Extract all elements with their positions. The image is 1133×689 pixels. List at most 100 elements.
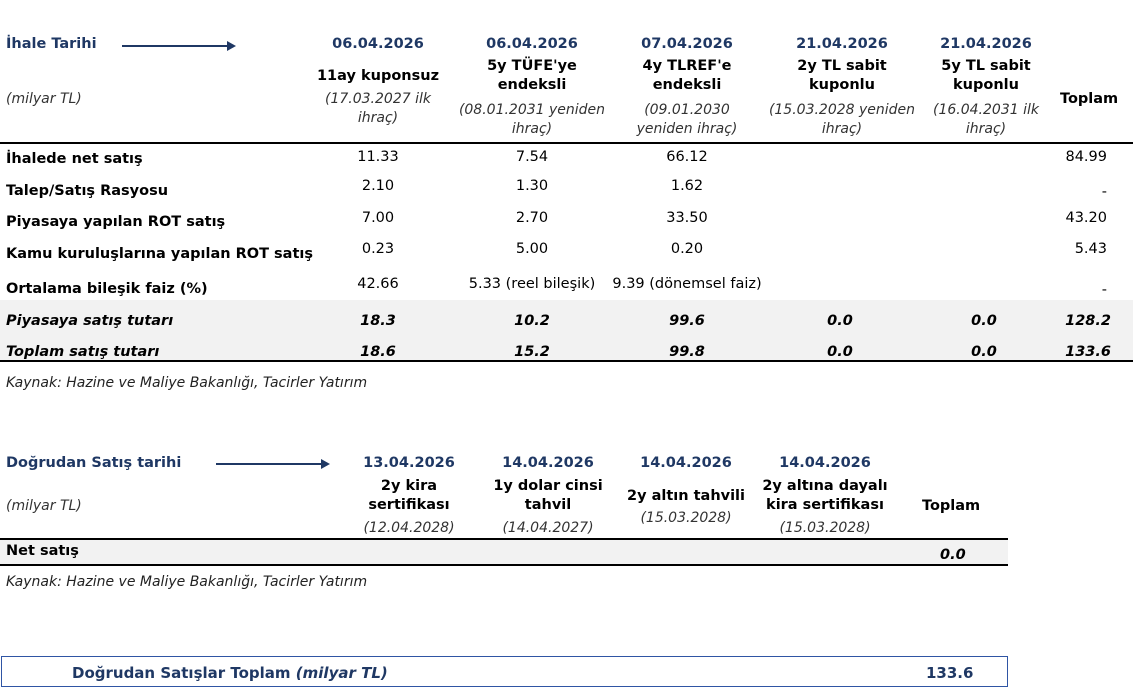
column-subtitle: (16.04.2031 ilk <box>933 102 1039 118</box>
row-label: İhalede net satış <box>6 151 143 167</box>
column-name: 11ay kuponsuz <box>316 68 440 84</box>
summary-cell: 18.3 <box>360 313 396 329</box>
direct-source: Kaynak: Hazine ve Maliye Bakanlığı, Taci… <box>6 574 368 590</box>
table-cell: 2.70 <box>515 210 549 226</box>
footer-unit: (milyar TL) <box>295 664 388 682</box>
column-subtitle: ihraç) <box>965 121 1007 137</box>
summary-cell: 0.0 <box>971 313 997 329</box>
row-total: 5.43 <box>1074 241 1107 257</box>
summary-label: Toplam satış tutarı <box>6 344 160 360</box>
auction-source: Kaynak: Hazine ve Maliye Bakanlığı, Taci… <box>6 375 368 391</box>
table-cell: 1.62 <box>670 178 704 194</box>
column-subtitle: (15.03.2028) <box>640 510 732 526</box>
direct-bottom-rule <box>0 564 1008 566</box>
column-name: kuponlu <box>809 77 875 93</box>
row-label: Ortalama bileşik faiz (%) <box>6 281 208 297</box>
summary-total: 128.2 <box>1065 313 1111 329</box>
column-subtitle: ihraç) <box>821 121 863 137</box>
table-cell: 7.54 <box>515 149 549 165</box>
table-cell: 66.12 <box>666 149 708 165</box>
footer-label: Doğrudan Satışlar Toplam <box>72 664 291 682</box>
column-name: 2y altın tahvili <box>626 488 746 504</box>
table-cell: 42.66 <box>357 276 399 292</box>
arrow-icon <box>122 45 228 47</box>
column-subtitle: ihraç) <box>357 110 399 126</box>
column-name: kuponlu <box>953 77 1019 93</box>
column-subtitle: (15.03.2028) <box>779 520 871 536</box>
table-cell: 0.23 <box>361 241 395 257</box>
summary-cell: 0.0 <box>827 344 853 360</box>
table-cell: 5.00 <box>515 241 549 257</box>
net-sales-total: 0.0 <box>940 547 966 563</box>
summary-total: 133.6 <box>1065 344 1111 360</box>
summary-cell: 99.6 <box>669 313 705 329</box>
column-subtitle: (15.03.2028 yeniden <box>768 102 916 118</box>
table-cell: 11.33 <box>357 149 399 165</box>
column-date: 06.04.2026 <box>332 36 424 52</box>
auction-bottom-rule <box>0 360 1133 362</box>
row-label: Piyasaya yapılan ROT satış <box>6 214 226 230</box>
column-date: 07.04.2026 <box>641 36 733 52</box>
arrow-head-icon <box>321 459 330 469</box>
column-name: sertifikası <box>368 497 450 513</box>
column-date: 06.04.2026 <box>486 36 578 52</box>
column-subtitle: yeniden ihraç) <box>636 121 738 137</box>
column-date: 13.04.2026 <box>363 455 455 471</box>
auction-header-rule <box>0 142 1133 144</box>
column-name: 1y dolar cinsi <box>493 478 603 494</box>
table-cell: 5.33 (reel bileşik) <box>468 276 596 292</box>
column-name: 2y TL sabit <box>797 58 887 74</box>
column-name: 2y kira <box>380 478 438 494</box>
footer-box <box>1 656 1008 687</box>
summary-cell: 10.2 <box>514 313 550 329</box>
column-date: 14.04.2026 <box>779 455 871 471</box>
column-subtitle: ihraç) <box>511 121 553 137</box>
footer-value: 133.6 <box>926 664 974 682</box>
row-total: - <box>1101 184 1107 200</box>
direct-title: Doğrudan Satış tarihi <box>6 455 182 471</box>
net-band <box>0 540 1008 564</box>
column-date: 21.04.2026 <box>940 36 1032 52</box>
direct-header-rule <box>0 538 1008 540</box>
table-cell: 9.39 (dönemsel faiz) <box>612 276 762 292</box>
column-name: 4y TLREF'e <box>642 58 732 74</box>
auction-title: İhale Tarihi <box>6 36 97 52</box>
column-subtitle: (09.01.2030 <box>644 102 730 118</box>
column-name: kira sertifikası <box>766 497 884 513</box>
column-date: 14.04.2026 <box>502 455 594 471</box>
table-cell: 2.10 <box>361 178 395 194</box>
arrow-icon <box>216 463 322 465</box>
net-sales-label: Net satış <box>6 543 79 559</box>
row-total: 84.99 <box>1065 149 1107 165</box>
auction-unit: (milyar TL) <box>6 91 82 107</box>
summary-cell: 99.8 <box>669 344 705 360</box>
row-label: Talep/Satış Rasyosu <box>6 183 169 199</box>
column-subtitle: (12.04.2028) <box>363 520 455 536</box>
summary-label: Piyasaya satış tutarı <box>6 313 174 329</box>
summary-cell: 15.2 <box>514 344 550 360</box>
row-total: - <box>1101 282 1107 298</box>
table-cell: 1.30 <box>515 178 549 194</box>
table-cell: 7.00 <box>361 210 395 226</box>
column-name: 5y TL sabit <box>941 58 1031 74</box>
table-cell: 0.20 <box>670 241 704 257</box>
summary-cell: 18.6 <box>360 344 396 360</box>
column-subtitle: (17.03.2027 ilk <box>325 91 431 107</box>
direct-total-header: Toplam <box>922 498 981 514</box>
column-name: 5y TÜFE'ye <box>487 58 577 74</box>
arrow-head-icon <box>227 41 236 51</box>
table-cell: 33.50 <box>666 210 708 226</box>
row-total: 43.20 <box>1065 210 1107 226</box>
summary-cell: 0.0 <box>971 344 997 360</box>
column-name: endeksli <box>497 77 567 93</box>
summary-band <box>0 300 1133 360</box>
column-subtitle: (08.01.2031 yeniden <box>458 102 606 118</box>
column-date: 21.04.2026 <box>796 36 888 52</box>
summary-cell: 0.0 <box>827 313 853 329</box>
row-label: Kamu kuruluşlarına yapılan ROT satış <box>6 246 313 262</box>
column-subtitle: (14.04.2027) <box>502 520 594 536</box>
footer-label-wrap: Doğrudan Satışlar Toplam (milyar TL) <box>72 664 388 682</box>
direct-unit: (milyar TL) <box>6 498 82 514</box>
column-name: tahvil <box>524 497 572 513</box>
column-name: endeksli <box>652 77 722 93</box>
